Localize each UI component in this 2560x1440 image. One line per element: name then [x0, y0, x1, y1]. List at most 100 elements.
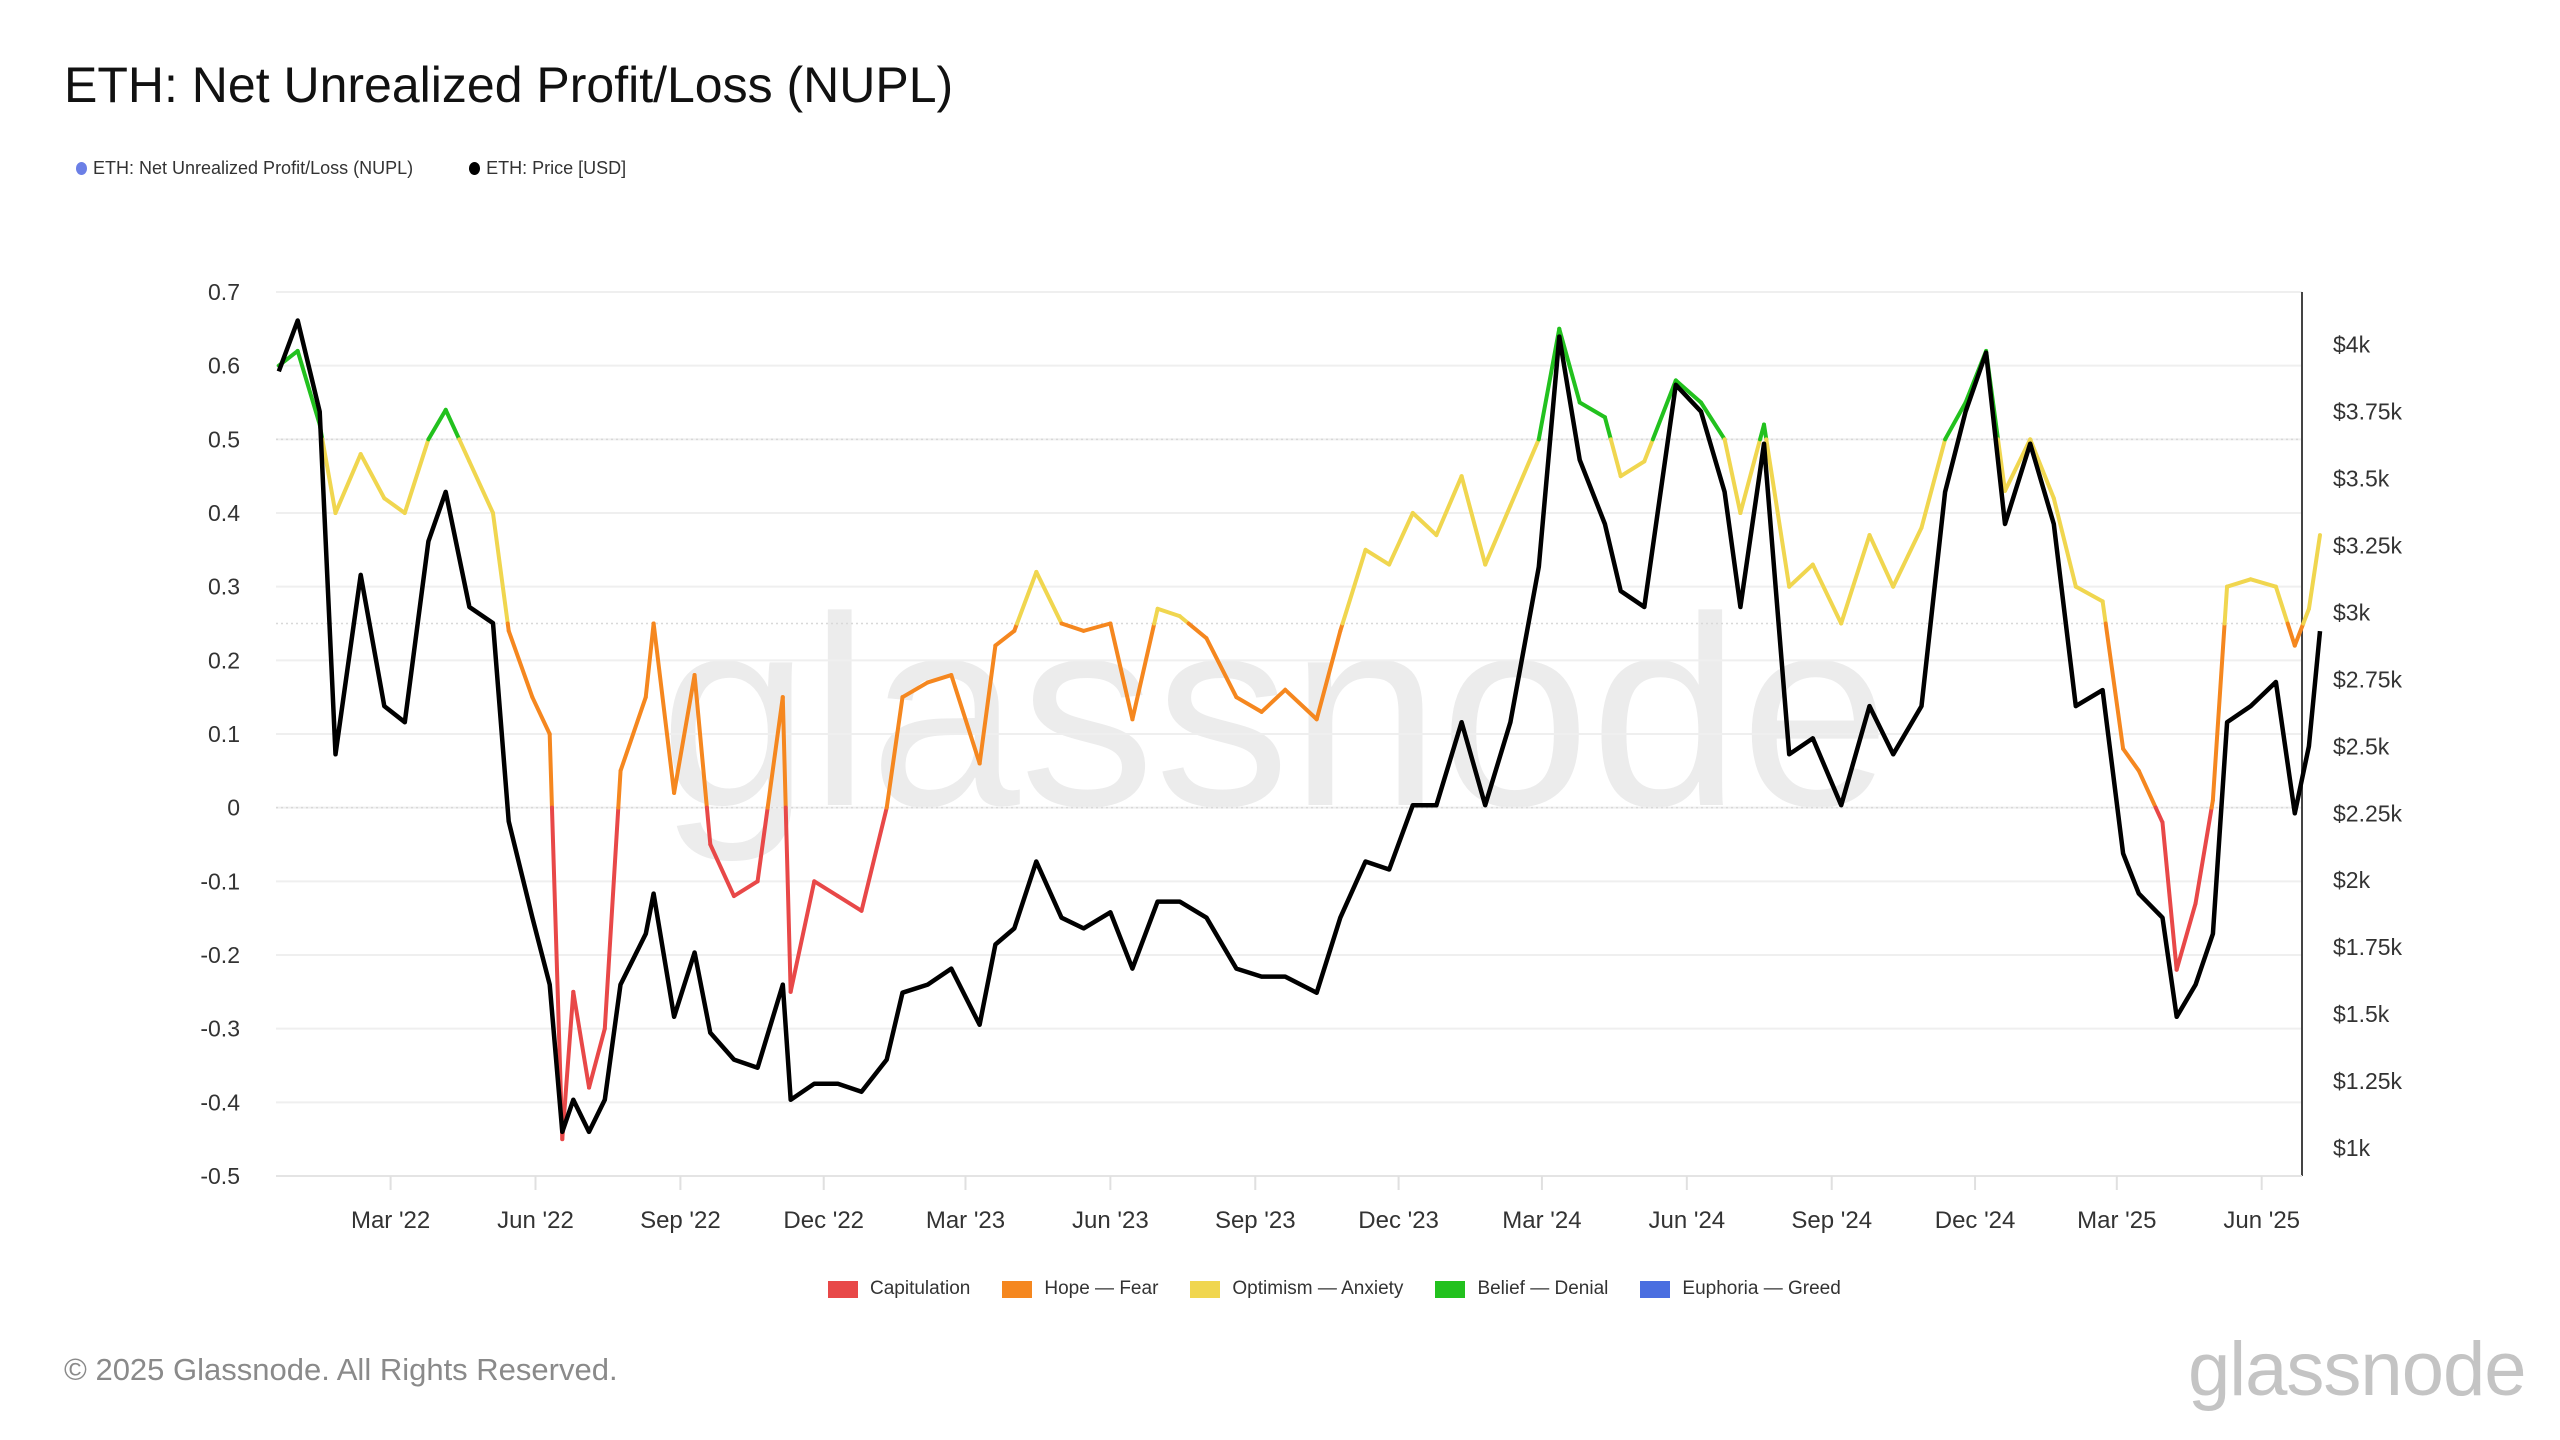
- nupl-line-segment: [977, 643, 998, 766]
- y-right-tick-label: $1k: [2333, 1135, 2371, 1161]
- nupl-line-segment: [2273, 584, 2290, 626]
- nupl-line-segment: [1483, 503, 1513, 567]
- nupl-line-segment: [549, 805, 565, 1142]
- y-left-tick-label: -0.2: [200, 942, 240, 968]
- x-tick-label: Sep '24: [1791, 1207, 1872, 1234]
- nupl-line-segment: [402, 437, 431, 515]
- nupl-line-segment: [1867, 533, 1896, 589]
- zone-legend-belief-denial[interactable]: Belief — Denial: [1435, 1278, 1608, 1300]
- nupl-line-segment: [1839, 533, 1872, 626]
- x-tick-label: Sep '22: [640, 1207, 721, 1234]
- zone-label: Capitulation: [870, 1278, 971, 1299]
- nupl-line-segment: [2136, 768, 2158, 810]
- y-left-tick-label: 0.4: [208, 500, 240, 526]
- legend-item-price[interactable]: ETH: Price [USD]: [469, 158, 626, 179]
- y-right-tick-label: $2k: [2333, 867, 2371, 893]
- nupl-line-segment: [755, 805, 770, 884]
- zone-legend: Capitulation Hope — Fear Optimism — Anxi…: [828, 1278, 1841, 1300]
- chart-title: ETH: Net Unrealized Profit/Loss (NUPL): [64, 57, 954, 113]
- x-tick-label: Dec '23: [1358, 1207, 1439, 1234]
- nupl-line-segment: [835, 894, 864, 913]
- nupl-line-segment: [1722, 437, 1743, 515]
- nupl-line-segment: [382, 496, 407, 515]
- nupl-line-segment: [2002, 437, 2033, 493]
- nupl-line-segment: [2222, 584, 2230, 626]
- nupl-line-segment: [560, 989, 576, 1142]
- nupl-line-segment: [571, 989, 592, 1090]
- nupl-line-segment: [1108, 621, 1135, 722]
- x-tick-label: Jun '22: [497, 1207, 574, 1234]
- zone-label: Euphoria — Greed: [1682, 1278, 1841, 1299]
- y-left-tick-label: -0.4: [200, 1089, 240, 1115]
- zone-label: Belief — Denial: [1477, 1278, 1609, 1299]
- x-tick-label: Sep '23: [1215, 1207, 1296, 1234]
- nupl-line-segment: [1434, 474, 1464, 538]
- nupl-line-segment: [925, 673, 954, 685]
- y-left-tick-label: 0.3: [208, 574, 240, 600]
- nupl-line-segment: [2248, 577, 2278, 589]
- copyright: © 2025 Glassnode. All Rights Reserved.: [64, 1352, 618, 1387]
- x-tick-label: Jun '23: [1072, 1207, 1149, 1234]
- nupl-line-segment: [1650, 378, 1678, 442]
- nupl-line-segment: [1015, 569, 1039, 626]
- x-tick-label: Mar '25: [2077, 1207, 2156, 1234]
- nupl-line-segment: [2051, 496, 2078, 589]
- nupl-line-segment: [1130, 621, 1157, 722]
- nupl-line-segment: [1459, 474, 1488, 567]
- nupl-line-segment: [2306, 533, 2322, 611]
- nupl-line-segment: [490, 511, 510, 626]
- nupl-line-segment: [900, 680, 930, 700]
- nupl-line-segment: [295, 348, 322, 427]
- y-right-tick-label: $2.25k: [2333, 800, 2403, 826]
- zone-legend-capitulation[interactable]: Capitulation: [828, 1278, 970, 1300]
- nupl-line-segment: [2225, 577, 2253, 589]
- nupl-line-segment: [704, 805, 713, 847]
- legend-item-nupl[interactable]: ETH: Net Unrealized Profit/Loss (NUPL): [76, 158, 413, 179]
- x-tick-label: Dec '24: [1935, 1207, 2016, 1234]
- y-right-tick-label: $2.5k: [2333, 733, 2390, 759]
- nupl-line-segment: [1557, 326, 1582, 405]
- nupl-line-segment: [2292, 621, 2306, 648]
- nupl-line-segment: [333, 452, 363, 515]
- nupl-line-segment: [1259, 687, 1288, 714]
- y-right-tick-label: $3k: [2333, 599, 2371, 625]
- nupl-line-segment: [1152, 606, 1160, 626]
- x-tick-label: Jun '24: [1649, 1207, 1726, 1234]
- nupl-line-segment: [1314, 628, 1343, 722]
- nupl-line-segment: [530, 695, 552, 736]
- nupl-line-segment: [1764, 437, 1792, 589]
- legend-label-nupl: ETH: Net Unrealized Profit/Loss (NUPL): [93, 158, 414, 178]
- nupl-line-segment: [1810, 562, 1844, 626]
- nupl-line-segment: [1283, 687, 1319, 722]
- nupl-line-segment: [1234, 695, 1264, 714]
- nupl-line-segment: [2174, 901, 2198, 972]
- zone-legend-hope-fear[interactable]: Hope — Fear: [1002, 1278, 1158, 1300]
- nupl-line-segment: [506, 628, 535, 700]
- nupl-line-segment: [1340, 547, 1368, 626]
- nupl-line-segment: [788, 879, 817, 994]
- nupl-line-segment: [765, 695, 785, 810]
- zone-legend-optimism-anxiety[interactable]: Optimism — Anxiety: [1190, 1278, 1403, 1300]
- zone-swatch: [1190, 1280, 1221, 1298]
- nupl-line-segment: [884, 695, 905, 810]
- x-tick-label: Mar '24: [1502, 1207, 1581, 1234]
- nupl-line-segment: [1204, 636, 1239, 700]
- y-left-tick-label: -0.1: [200, 868, 240, 894]
- nupl-line-segment: [672, 673, 697, 795]
- nupl-line-segment: [1034, 569, 1064, 626]
- y-left-tick-label: 0.7: [208, 279, 240, 305]
- nupl-line-segment: [1387, 511, 1415, 567]
- nupl-line-segment: [1943, 400, 1968, 442]
- nupl-line-segment: [2100, 599, 2108, 626]
- y-right-tick-label: $1.5k: [2333, 1001, 2390, 1027]
- nupl-line-segment: [320, 437, 338, 515]
- y-right-tick-label: $3.25k: [2333, 532, 2403, 558]
- watermark: glassnode: [660, 562, 1891, 864]
- y-right-tick-label: $3.75k: [2333, 399, 2403, 425]
- nupl-line-segment: [731, 879, 760, 899]
- nupl-line-segment: [2285, 621, 2297, 648]
- zone-legend-euphoria-greed[interactable]: Euphoria — Greed: [1640, 1278, 1841, 1300]
- nupl-line-segment: [587, 1026, 607, 1090]
- y-left-tick-label: 0.6: [208, 353, 240, 379]
